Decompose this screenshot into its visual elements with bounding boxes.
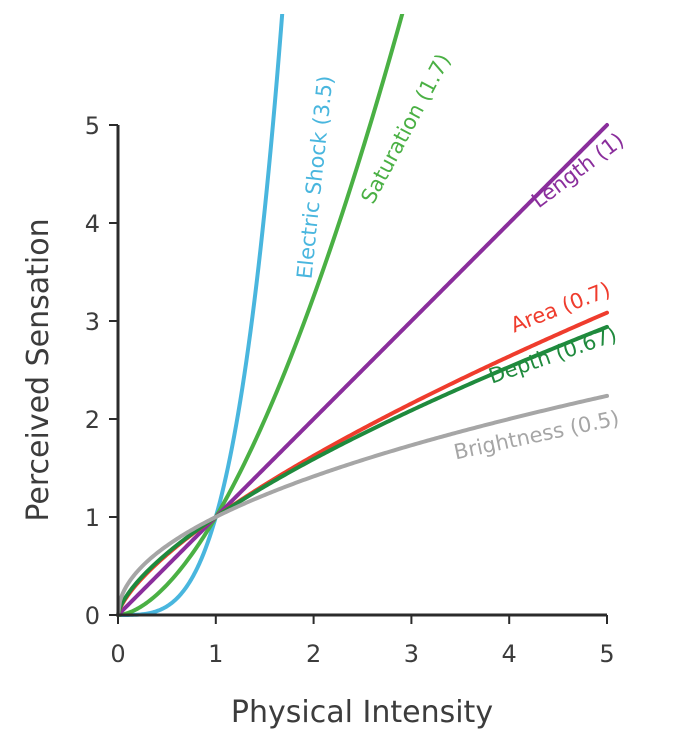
y-axis-title: Perceived Sensation [21,218,56,521]
axes-layer: 0 1 2 3 4 5 0 1 2 3 4 5 [85,112,615,668]
x-axis-title: Physical Intensity [231,695,493,730]
x-tick-label: 0 [110,640,125,668]
series-line-2 [116,123,609,617]
series-line-1 [116,14,405,617]
y-tick-label: 2 [85,406,100,434]
series-layer [116,14,609,617]
x-tick-label: 2 [306,640,321,668]
x-tick-label: 5 [599,640,614,668]
x-tick-label: 3 [404,640,419,668]
series-line-5 [116,393,609,617]
x-tick-label: 4 [502,640,517,668]
y-tick-label: 4 [85,210,100,238]
series-label-1: Saturation (1.7) [356,50,455,208]
y-tick-label: 0 [85,602,100,630]
x-tick-label: 1 [208,640,223,668]
series-label-2: Length (1) [527,128,628,213]
series-label-5: Brightness (0.5) [452,406,622,464]
y-tick-label: 1 [85,504,100,532]
y-tick-label: 3 [85,308,100,336]
series-label-4: Depth (0.67) [486,322,620,388]
series-line-4 [116,324,609,617]
y-tick-label: 5 [85,112,100,140]
